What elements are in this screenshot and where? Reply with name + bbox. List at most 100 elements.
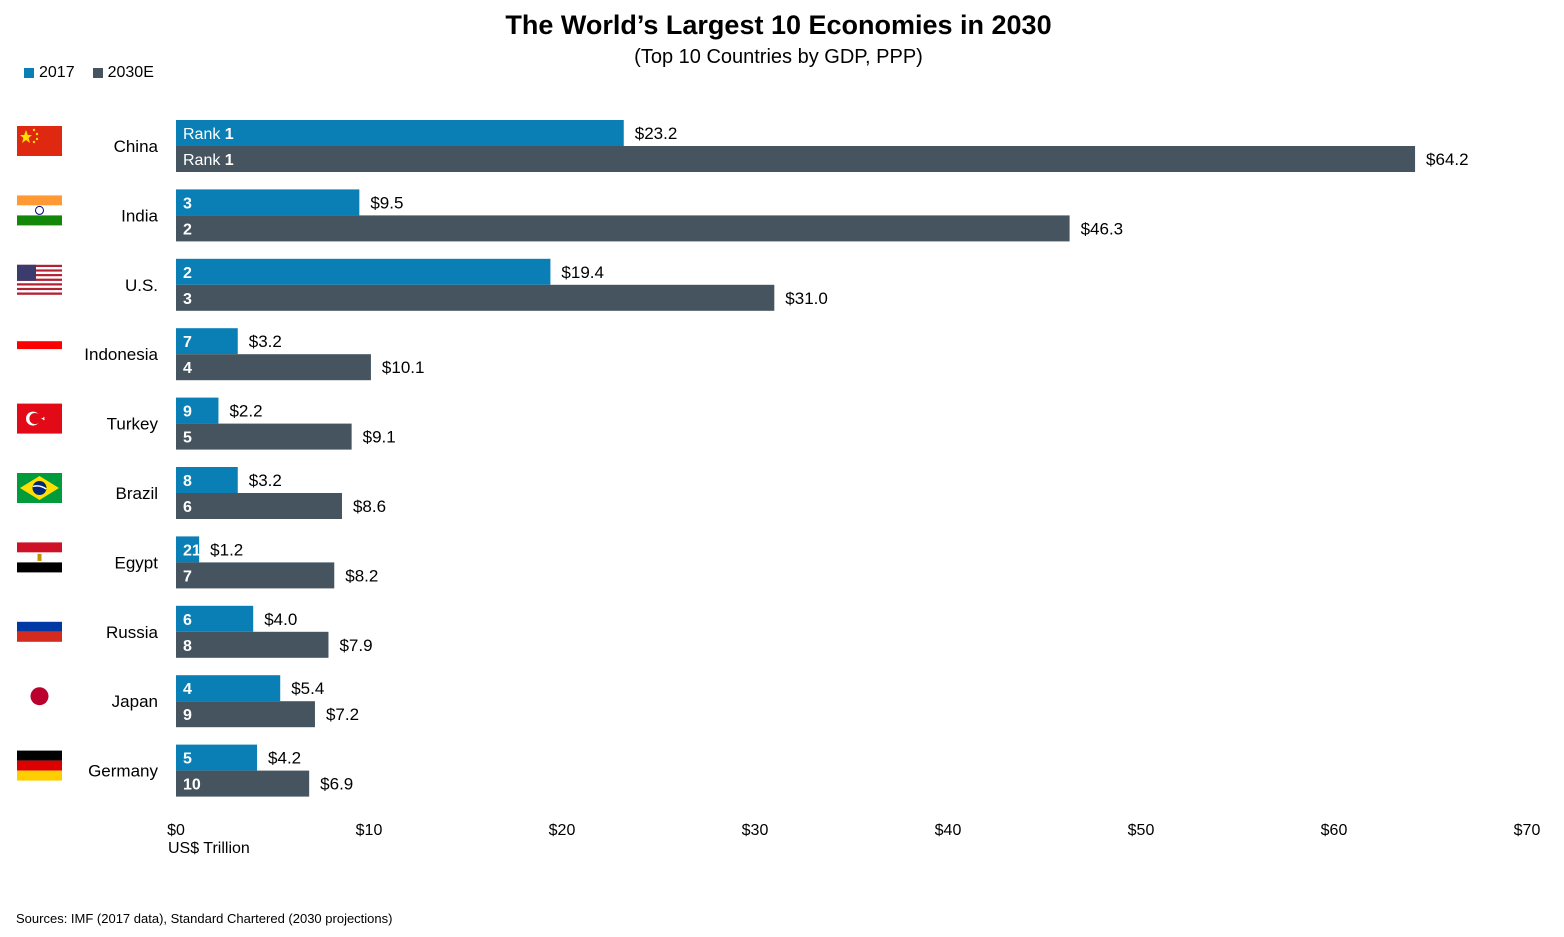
- china-flag-icon: [17, 126, 62, 156]
- value-label-brazil-2017: $3.2: [249, 471, 282, 490]
- rank-label-japan-2030e: 9: [183, 707, 192, 724]
- category-label-russia: Russia: [106, 623, 159, 642]
- value-label-germany-2017: $4.2: [268, 749, 301, 768]
- bar-egypt-2017: [176, 536, 200, 563]
- legend-swatch-2017: [24, 68, 34, 78]
- x-tick-label: $20: [549, 822, 576, 839]
- egypt-flag-icon: [17, 542, 62, 573]
- rank-label-indonesia-2030e: 4: [183, 360, 192, 377]
- legend-swatch-2030e: [92, 68, 103, 78]
- bar-china-2017: [176, 120, 624, 146]
- category-label-turkey: Turkey: [107, 415, 159, 434]
- value-label-india-2017: $9.5: [370, 193, 403, 212]
- us-flag-icon: [17, 264, 62, 295]
- bar-germany-2030e: [176, 770, 310, 797]
- value-label-germany-2030e: $6.9: [320, 775, 353, 794]
- rank-label-india-2017: 3: [183, 195, 192, 212]
- rank-label-russia-2030e: 8: [183, 638, 192, 655]
- bar-turkey-2017: [176, 397, 219, 424]
- x-tick-label: $30: [742, 822, 769, 839]
- bar-japan-2030e: [176, 701, 315, 728]
- bar-u-s-2017: [176, 258, 551, 285]
- x-tick-label: $0: [167, 822, 185, 839]
- bar-china-2030e: [176, 146, 1416, 172]
- rank-label-china-2017: Rank 1: [183, 126, 234, 143]
- value-label-indonesia-2017: $3.2: [249, 332, 282, 351]
- japan-flag-icon: [17, 681, 62, 712]
- chart-title: The World’s Largest 10 Economies in 2030: [505, 10, 1052, 40]
- source-note: Sources: IMF (2017 data), Standard Chart…: [16, 911, 393, 926]
- category-label-indonesia: Indonesia: [84, 345, 158, 364]
- bar-egypt-2030e: [176, 562, 335, 589]
- value-label-china-2017: $23.2: [635, 124, 678, 143]
- value-label-china-2030e: $64.2: [1426, 150, 1469, 169]
- x-tick-label: $10: [356, 822, 383, 839]
- bar-japan-2017: [176, 675, 281, 702]
- category-label-u-s: U.S.: [125, 276, 158, 295]
- chart-subtitle: (Top 10 Countries by GDP, PPP): [634, 46, 923, 68]
- category-label-china: China: [114, 137, 159, 156]
- brazil-flag-icon: [17, 473, 62, 503]
- value-label-india-2030e: $46.3: [1081, 219, 1124, 238]
- bar-indonesia-2017: [176, 328, 238, 355]
- x-tick-label: $40: [935, 822, 962, 839]
- germany-flag-icon: [17, 750, 62, 781]
- rank-label-germany-2017: 5: [183, 751, 192, 768]
- rank-label-india-2030e: 2: [183, 221, 192, 238]
- category-label-india: India: [121, 206, 158, 225]
- rank-label-brazil-2017: 8: [183, 473, 192, 490]
- value-label-brazil-2030e: $8.6: [353, 497, 386, 516]
- category-label-japan: Japan: [112, 692, 158, 711]
- bar-russia-2017: [176, 605, 254, 632]
- category-label-brazil: Brazil: [115, 484, 158, 503]
- value-label-russia-2017: $4.0: [264, 610, 297, 629]
- bar-india-2030e: [176, 215, 1070, 242]
- x-tick-label: $70: [1514, 822, 1541, 839]
- value-label-indonesia-2030e: $10.1: [382, 358, 425, 377]
- bar-brazil-2030e: [176, 493, 342, 519]
- russia-flag-icon: [17, 611, 62, 642]
- bar-india-2017: [176, 189, 360, 216]
- value-label-turkey-2030e: $9.1: [363, 428, 396, 447]
- rank-label-turkey-2017: 9: [183, 404, 192, 421]
- value-label-japan-2017: $5.4: [291, 679, 324, 698]
- value-label-u-s-2030e: $31.0: [785, 289, 828, 308]
- value-label-russia-2030e: $7.9: [339, 636, 372, 655]
- rank-label-china-2030e: Rank 1: [183, 152, 234, 169]
- bar-brazil-2017: [176, 467, 238, 493]
- category-label-germany: Germany: [88, 762, 158, 781]
- legend: 2017 2030E: [24, 64, 154, 82]
- rank-label-u-s-2030e: 3: [183, 291, 192, 308]
- rank-label-germany-2030e: 10: [183, 777, 201, 794]
- bar-indonesia-2030e: [176, 354, 371, 381]
- x-tick-label: $50: [1128, 822, 1155, 839]
- rank-label-japan-2017: 4: [183, 681, 192, 698]
- legend-label-2017: 2017: [39, 64, 75, 81]
- bar-russia-2030e: [176, 631, 329, 658]
- indonesia-flag-icon: [17, 341, 62, 358]
- x-axis-label: US$ Trillion: [168, 840, 250, 857]
- legend-item-2030e: 2030E: [92, 64, 154, 82]
- rank-label-turkey-2030e: 5: [183, 430, 192, 447]
- category-label-egypt: Egypt: [115, 553, 159, 572]
- rank-label-egypt-2017: 21: [183, 542, 201, 559]
- value-label-egypt-2030e: $8.2: [345, 566, 378, 585]
- rank-label-egypt-2030e: 7: [183, 568, 192, 585]
- legend-item-2017: 2017: [24, 64, 75, 82]
- value-label-turkey-2017: $2.2: [229, 402, 262, 421]
- legend-label-2030e: 2030E: [107, 64, 154, 81]
- x-tick-label: $60: [1321, 822, 1348, 839]
- value-label-u-s-2017: $19.4: [561, 263, 604, 282]
- value-label-japan-2030e: $7.2: [326, 705, 359, 724]
- rank-label-u-s-2017: 2: [183, 265, 192, 282]
- bar-germany-2017: [176, 744, 258, 771]
- bar-turkey-2030e: [176, 423, 352, 450]
- india-flag-icon: [17, 195, 62, 226]
- rank-label-brazil-2030e: 6: [183, 499, 192, 516]
- rank-label-indonesia-2017: 7: [183, 334, 192, 351]
- rank-label-russia-2017: 6: [183, 612, 192, 629]
- turkey-flag-icon: [17, 403, 62, 434]
- bar-u-s-2030e: [176, 284, 775, 311]
- value-label-egypt-2017: $1.2: [210, 540, 243, 559]
